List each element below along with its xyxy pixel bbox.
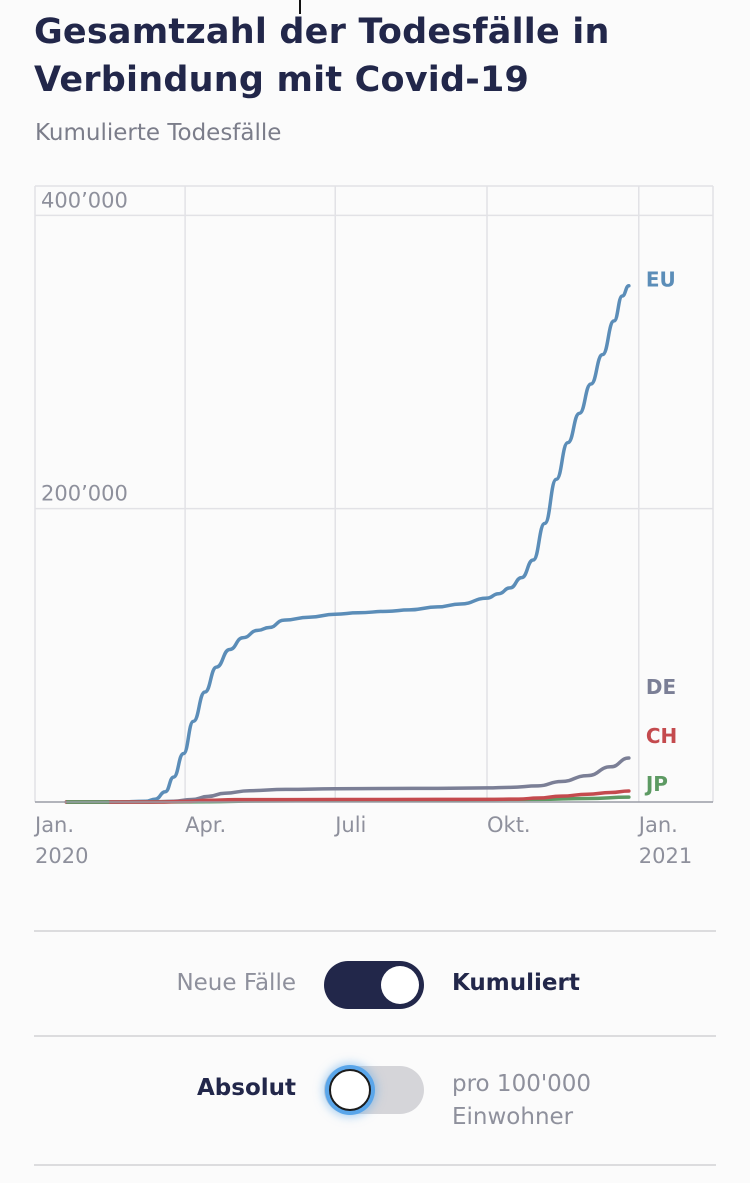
x-tick-label: Jan. [33,813,74,837]
per-capita-label-line2: Einwohner [452,1104,574,1130]
series-line-de [64,756,631,804]
x-tick-label: Juli [333,813,366,837]
y-tick-label: 400’000 [41,188,128,212]
y-tick-label: 200’000 [41,482,128,506]
series-label-eu: EU [646,268,676,292]
x-tick-label-year: 2020 [35,844,88,868]
cumulative-toggle-switch[interactable] [324,961,424,1009]
x-tick-label: Okt. [487,813,531,837]
scale-toggle-row: Absolut pro 100'000 Einwohner [0,1060,750,1130]
per-capita-label-line1: pro 100'000 [452,1071,592,1097]
chart-subtitle: Kumulierte Todesfälle [35,120,282,146]
divider-top [34,930,716,932]
toggle-knob [381,966,419,1004]
chart-title: Gesamtzahl der Todesfälle in Verbindung … [34,12,610,100]
divider-middle [34,1035,716,1037]
per-capita-toggle-switch[interactable] [324,1066,424,1114]
new-cases-label[interactable]: Neue Fälle [176,970,296,996]
series-label-de: DE [646,675,676,699]
line-chart: Jan. 2020 Apr. Juli Okt. Jan. 2021 200’000 400’0… [33,185,714,868]
cumulative-label[interactable]: Kumuliert [452,970,580,996]
divider-bottom [34,1164,716,1166]
series-line-eu [64,283,631,804]
toggle-knob [329,1069,371,1111]
absolute-label[interactable]: Absolut [196,1075,296,1101]
series-label-jp: JP [644,772,668,796]
x-tick-label: Apr. [185,813,226,837]
x-tick-label-year: 2021 [639,844,692,868]
per-capita-label[interactable]: pro 100'000 Einwohner [452,1068,591,1134]
mode-toggle-row: Neue Fälle Kumuliert [0,955,750,1015]
x-tick-label: Jan. [637,813,678,837]
series-label-ch: CH [646,724,677,748]
text-cursor [299,0,301,14]
